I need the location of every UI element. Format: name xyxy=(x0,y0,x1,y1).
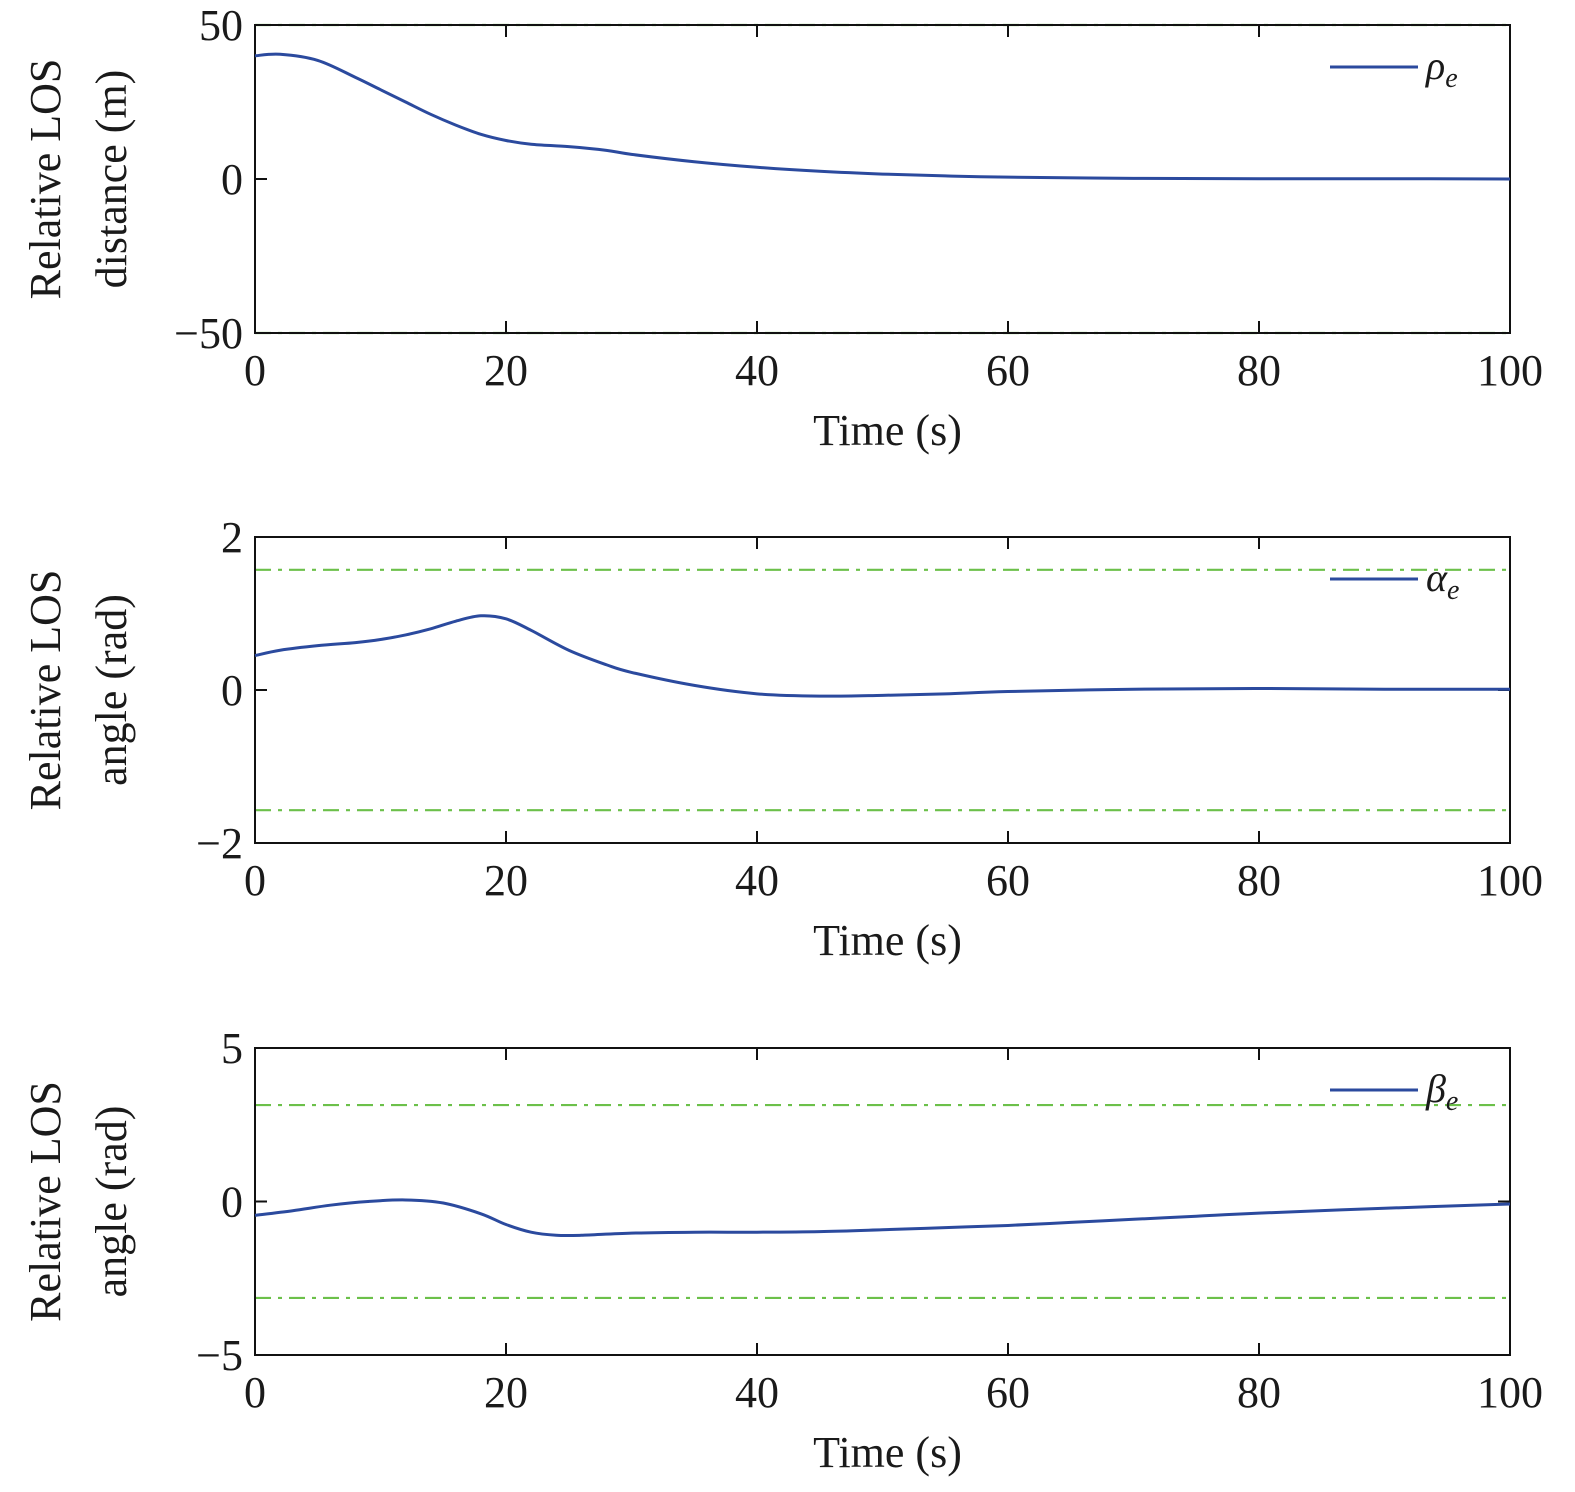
x-axis-label: Time (s) xyxy=(813,916,962,965)
y-tick-label: 2 xyxy=(221,513,243,562)
x-tick-label: 20 xyxy=(484,1368,528,1417)
x-axis-label: Time (s) xyxy=(813,406,962,455)
x-tick-label: 60 xyxy=(986,1368,1030,1417)
legend-label: βe xyxy=(1425,1066,1458,1117)
x-tick-label: 40 xyxy=(735,1368,779,1417)
y-tick-label: −5 xyxy=(196,1331,243,1380)
x-tick-label: 40 xyxy=(735,346,779,395)
x-axis-label: Time (s) xyxy=(813,1428,962,1477)
x-tick-label: 0 xyxy=(244,346,266,395)
y-tick-label: 5 xyxy=(221,1024,243,1073)
plot-frame xyxy=(254,1047,1511,1356)
x-tick-label: 60 xyxy=(986,346,1030,395)
y-tick-label: −50 xyxy=(174,309,243,358)
x-tick-label: 60 xyxy=(986,856,1030,905)
x-tick-label: 100 xyxy=(1477,1368,1543,1417)
series-line xyxy=(254,614,1511,698)
y-axis-label: angle (rad) xyxy=(87,1106,136,1298)
x-tick-label: 80 xyxy=(1237,856,1281,905)
x-tick-label: 40 xyxy=(735,856,779,905)
x-tick-label: 80 xyxy=(1237,1368,1281,1417)
y-tick-label: 0 xyxy=(221,1178,243,1227)
x-tick-label: 0 xyxy=(244,1368,266,1417)
x-tick-label: 20 xyxy=(484,856,528,905)
y-axis-label: distance (m) xyxy=(87,70,136,289)
y-tick-label: −2 xyxy=(196,819,243,868)
legend-label: αe xyxy=(1426,555,1459,606)
y-axis-label: Relative LOS xyxy=(21,1081,70,1322)
y-tick-label: 0 xyxy=(221,666,243,715)
x-tick-label: 80 xyxy=(1237,346,1281,395)
x-tick-label: 20 xyxy=(484,346,528,395)
legend-label: ρe xyxy=(1424,43,1458,94)
legend-subscript: e xyxy=(1446,1086,1458,1117)
y-tick-label: 50 xyxy=(199,1,243,50)
y-axis-label: angle (rad) xyxy=(87,594,136,786)
y-axis-label: Relative LOS xyxy=(21,59,70,300)
legend-subscript: e xyxy=(1447,575,1459,606)
x-tick-label: 0 xyxy=(244,856,266,905)
series-line xyxy=(254,1198,1511,1238)
legend-subscript: e xyxy=(1445,63,1457,94)
x-tick-label: 100 xyxy=(1477,856,1543,905)
y-axis-label: Relative LOS xyxy=(21,570,70,811)
series-line xyxy=(254,52,1511,181)
y-tick-label: 0 xyxy=(221,155,243,204)
x-tick-label: 100 xyxy=(1477,346,1543,395)
